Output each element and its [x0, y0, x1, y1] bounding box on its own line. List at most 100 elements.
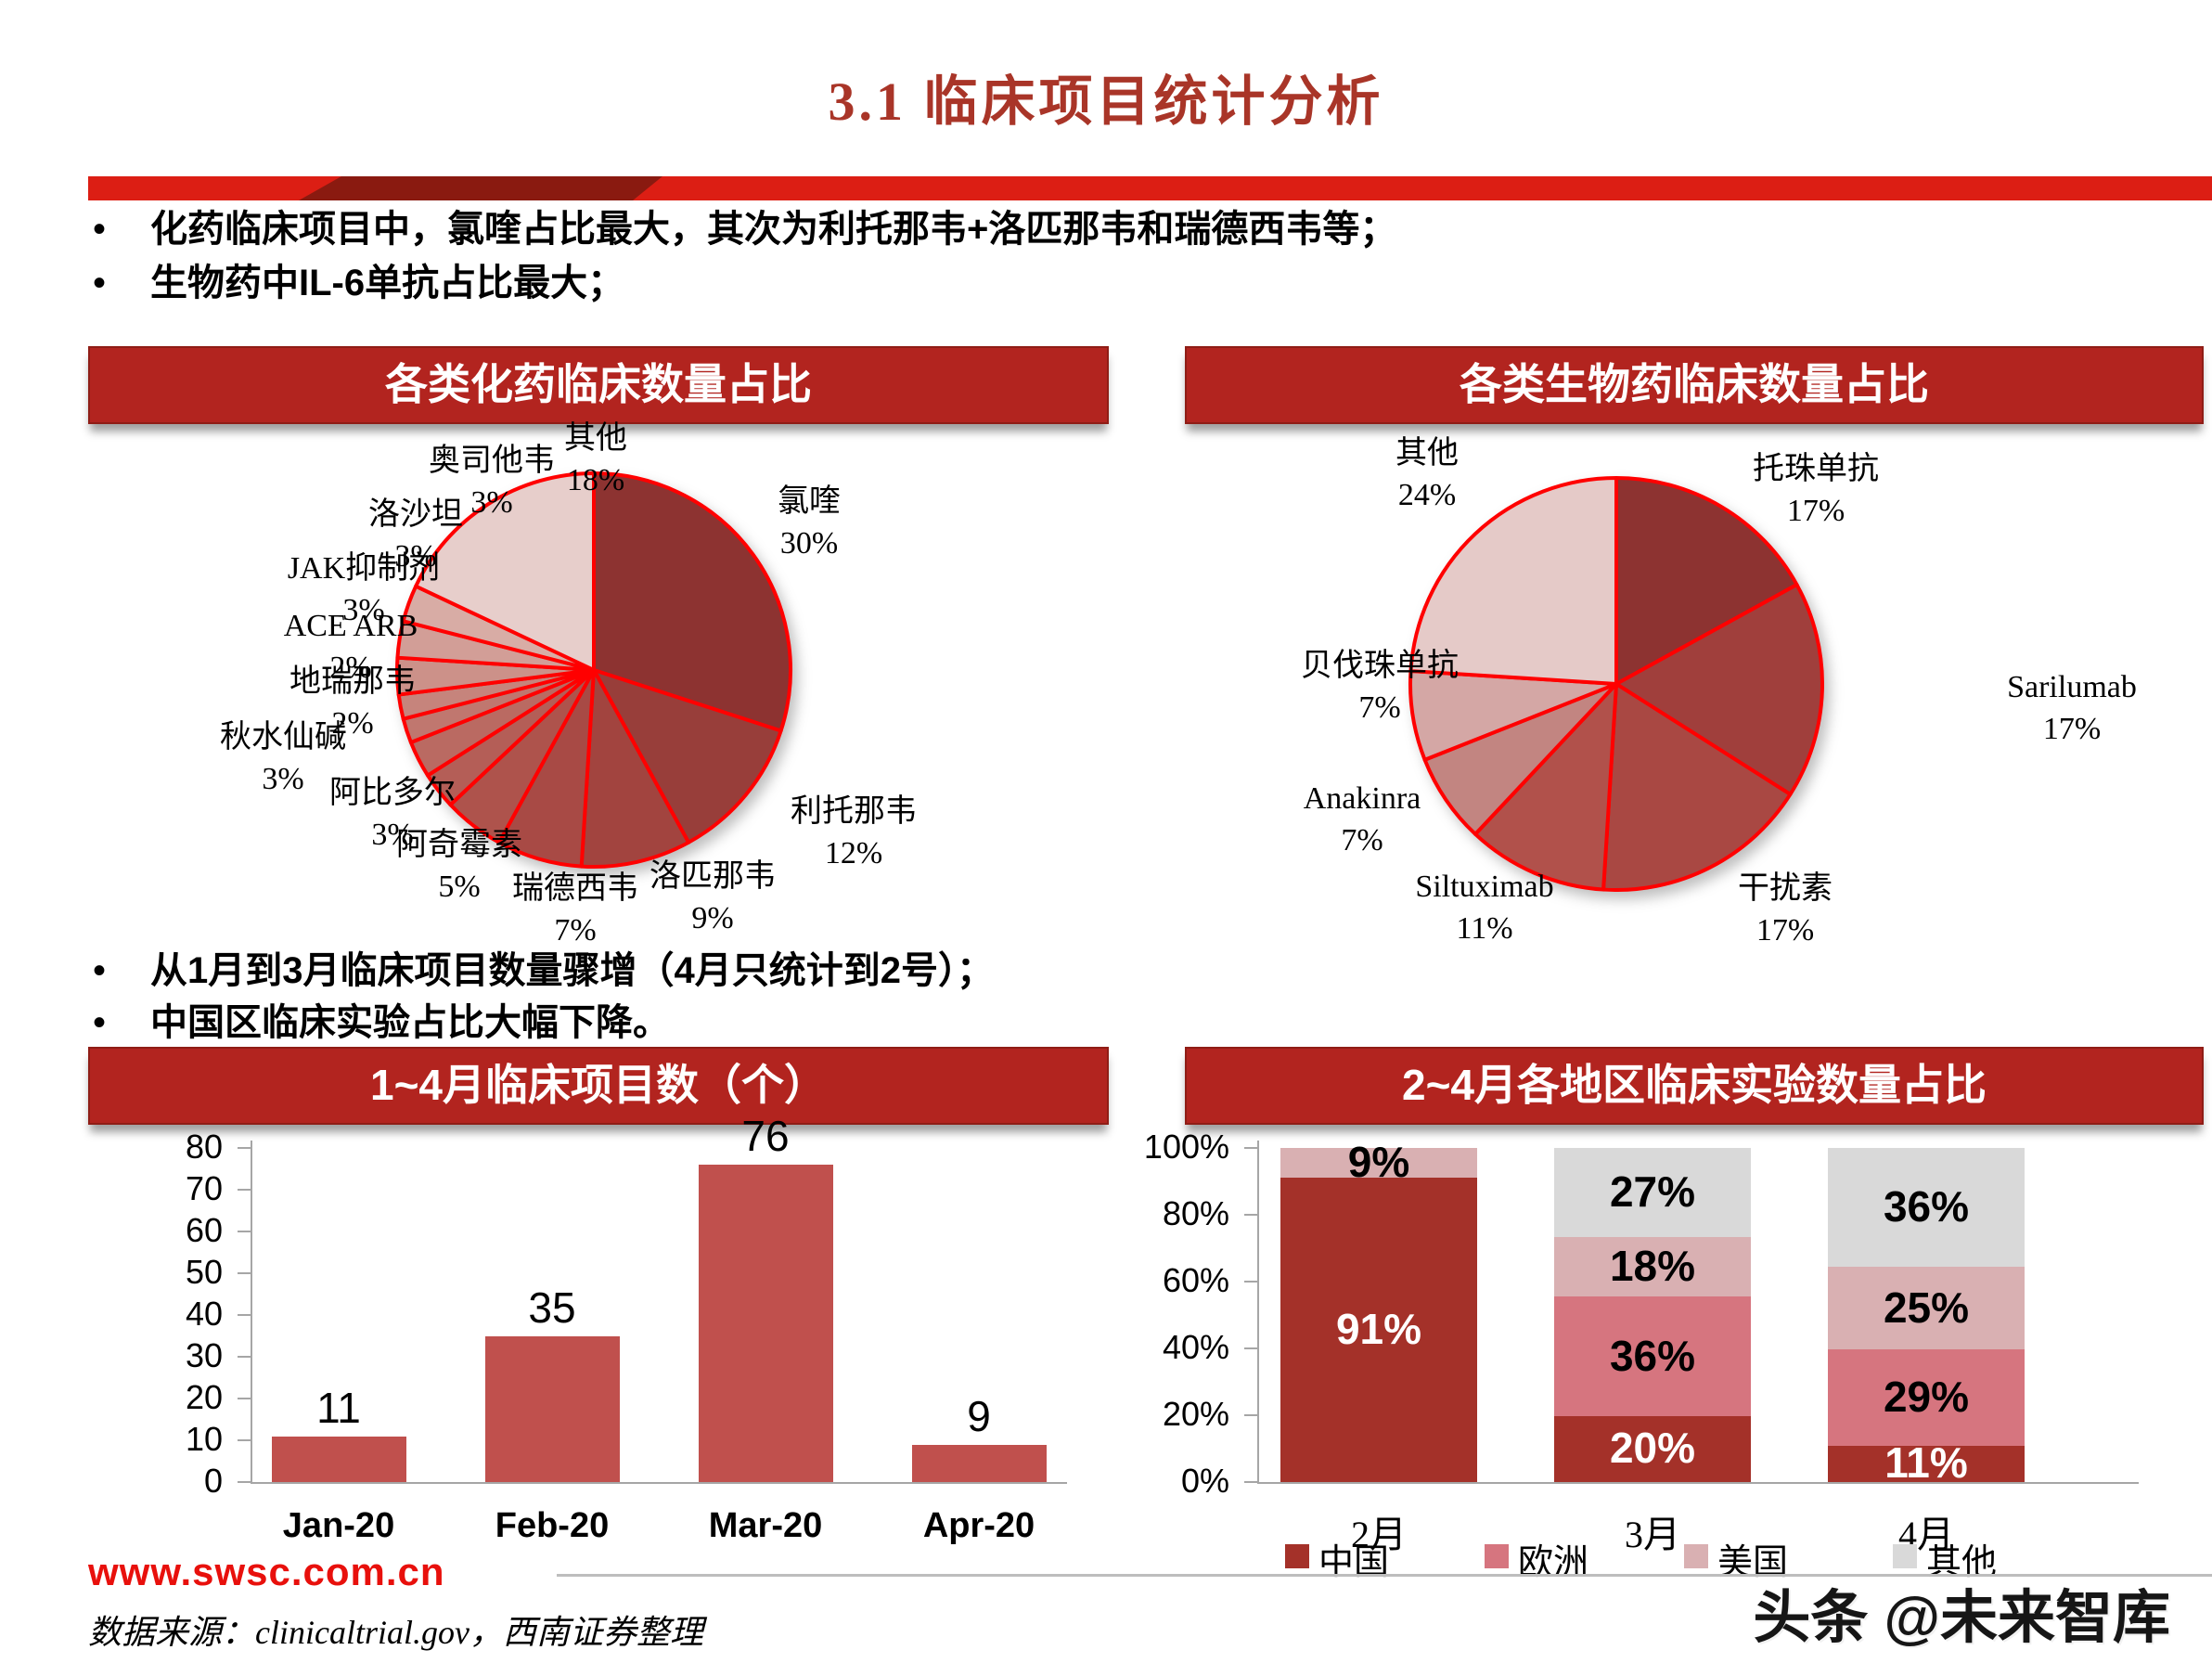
pie-label-name: 氯喹 [778, 484, 841, 519]
pie-label-name: 奥司他韦 [429, 444, 555, 478]
bar-y-tick-mark [238, 1147, 251, 1149]
stack-y-tick-label: 80% [1162, 1194, 1229, 1232]
bar-y-tick-label: 80 [185, 1128, 223, 1166]
bar-y-tick-mark [238, 1439, 251, 1441]
pie-slice-label: 托珠单抗 17% [1677, 448, 1955, 532]
bullet-text: 中国区临床实验占比大幅下降。 [150, 1002, 670, 1043]
pie-slice [1408, 476, 1618, 686]
pie-label-name: 利托那韦 [791, 794, 917, 829]
chem-pie-header: 各类化药临床数量占比 [88, 346, 1109, 424]
bar-y-tick-label: 0 [203, 1462, 223, 1500]
stack-segment [1280, 1178, 1477, 1482]
pie-slice-label: 干扰素 17% [1646, 868, 1924, 951]
bar-y-tick-label: 10 [185, 1420, 223, 1458]
legend-swatch [1485, 1544, 1509, 1568]
pie-label-name: 洛沙坦 [368, 497, 463, 532]
pie-slice-label: 瑞德西韦 7% [436, 868, 714, 951]
bar [484, 1335, 620, 1482]
stack-segment-label: 27% [1609, 1167, 1696, 1217]
stack-y-axis-line [1257, 1141, 1259, 1482]
bar-y-tick-mark [238, 1231, 251, 1232]
pie-slice-label: Siltuximab 11% [1345, 866, 1624, 949]
bar-value-label: 11 [316, 1383, 361, 1432]
bullet-item: • 中国区临床实验占比大幅下降。 [93, 1000, 2156, 1045]
pie-label-percent: 7% [1358, 690, 1401, 725]
watermark-text: 头条 @未来智库 [1753, 1586, 2170, 1650]
stack-category-label: 3月 [1625, 1514, 1680, 1555]
pie-label-percent: 11% [1456, 911, 1513, 946]
bar-y-tick-mark [238, 1314, 251, 1316]
pie-label-name: 地瑞那韦 [289, 664, 416, 699]
pie-label-name: 秋水仙碱 [220, 720, 346, 754]
pie-slice-label: 利托那韦 12% [714, 791, 993, 874]
pie-label-name: 其他 [1395, 436, 1459, 471]
bar-category-label: Apr-20 [922, 1506, 1035, 1545]
bar-y-tick-mark [238, 1481, 251, 1483]
bar-y-tick-label: 40 [185, 1295, 223, 1333]
stack-segment-label: 29% [1883, 1373, 1970, 1422]
pie-label-name: 托珠单抗 [1753, 452, 1879, 486]
pie-slice-label: ACE ARB 2% [212, 605, 490, 689]
stack-y-tick-mark [1244, 1347, 1257, 1349]
bullet-text: 从1月到3月临床项目数量骤增（4月只统计到2号）； [150, 950, 994, 991]
bar-x-axis-line [251, 1482, 1067, 1484]
pie-slice-label: Sarilumab 17% [1933, 666, 2211, 750]
stack-segment [1828, 1267, 2025, 1350]
bar [271, 1436, 406, 1482]
stack-y-tick-mark [1244, 1214, 1257, 1216]
stack-y-tick-label: 40% [1162, 1328, 1229, 1366]
legend-swatch [1893, 1544, 1917, 1568]
pie-label-percent: 3% [262, 762, 304, 796]
bar-y-tick-label: 60 [185, 1211, 223, 1249]
stack-segment-label: 18% [1609, 1242, 1696, 1291]
pie-label-percent: 3% [394, 539, 437, 574]
pie-slice-label: 氯喹 30% [670, 481, 948, 564]
pie-label-name: ACE ARB [283, 609, 418, 643]
pie-label-name: Siltuximab [1415, 870, 1554, 904]
pie-label-name: 干扰素 [1738, 871, 1833, 906]
stack-segment-label: 25% [1883, 1283, 1970, 1332]
pie-label-percent: 2% [329, 651, 372, 685]
bullet-text: 生物药中IL-6单抗占比最大； [150, 263, 625, 303]
bar-y-tick-label: 30 [185, 1336, 223, 1374]
pie-label-name: 阿比多尔 [329, 776, 456, 810]
region-stack-header: 2~4月各地区临床实验数量占比 [1185, 1047, 2204, 1125]
title-divider [88, 176, 2212, 200]
stack-y-tick-mark [1244, 1414, 1257, 1416]
pie-slice-label: 其他 18% [457, 418, 735, 501]
bullet-text: 化药临床项目中，氯喹占比最大，其次为利托那韦+洛匹那韦和瑞德西韦等； [150, 209, 1397, 250]
pie-label-percent: 30% [779, 526, 839, 561]
legend-swatch [1684, 1544, 1708, 1568]
bar-y-tick-label: 50 [185, 1253, 223, 1291]
pie-label-name: 贝伐珠单抗 [1301, 649, 1459, 683]
bar-value-label: 76 [741, 1112, 790, 1160]
bar-value-label: 35 [528, 1283, 576, 1332]
bar [698, 1165, 833, 1482]
stack-segment [1554, 1296, 1751, 1416]
stack-segment [1828, 1349, 2025, 1446]
pie-label-percent: 24% [1397, 478, 1457, 512]
stack-y-tick-mark [1244, 1281, 1257, 1283]
pie-slice-label: 阿比多尔 3% [253, 772, 532, 856]
bar-y-tick-mark [238, 1356, 251, 1358]
bar-category-label: Feb-20 [495, 1506, 610, 1545]
pie-label-percent: 3% [342, 593, 385, 627]
pie-label-percent: 17% [1786, 494, 1845, 528]
stack-y-tick-label: 60% [1162, 1261, 1229, 1299]
pie-slice [1473, 682, 1618, 892]
stack-y-tick-mark [1244, 1147, 1257, 1149]
pie-slice [579, 668, 691, 869]
pie-slice-label: 其他 24% [1288, 432, 1566, 516]
bullet-list-top: • 化药临床项目中，氯喹占比最大，其次为利托那韦+洛匹那韦和瑞德西韦等； • 生物药中… [93, 206, 2156, 314]
stack-category-label: 2月 [1351, 1514, 1407, 1555]
stack-segment-label: 9% [1347, 1138, 1410, 1187]
pie-label-name: JAK抑制剂 [287, 551, 441, 586]
pie-slice-label: 阿奇霉素 5% [320, 824, 598, 908]
pie-slice [592, 668, 783, 844]
pie-label-name: 其他 [564, 421, 627, 456]
pie-slice-label: 贝伐珠单抗 7% [1241, 645, 1519, 728]
pie-slice [592, 471, 792, 733]
stack-segment-label: 11% [1884, 1438, 1968, 1488]
footer-divider-line [557, 1574, 2212, 1577]
bar-value-label: 9 [967, 1391, 991, 1440]
